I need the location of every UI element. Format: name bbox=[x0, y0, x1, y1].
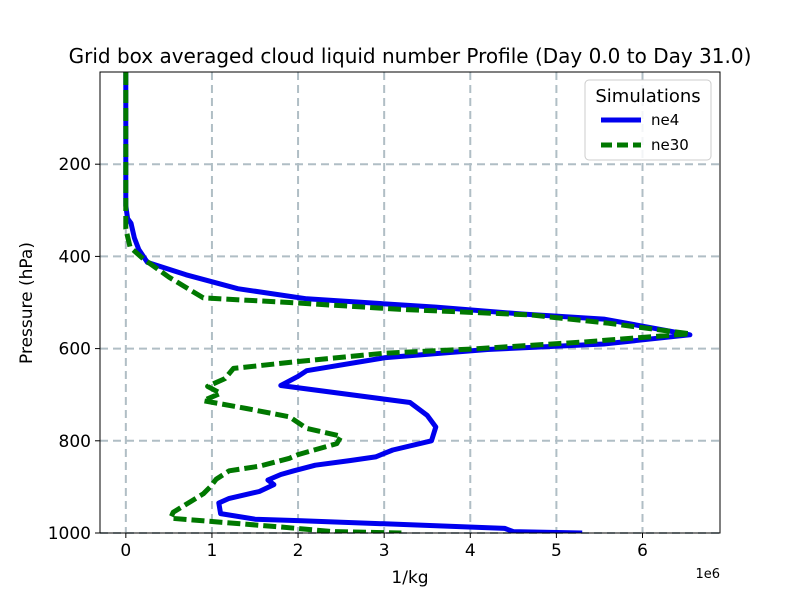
legend-title: Simulations bbox=[595, 86, 700, 107]
y-tick-label: 1000 bbox=[48, 524, 91, 544]
legend-label-ne30: ne30 bbox=[651, 136, 689, 154]
chart-title: Grid box averaged cloud liquid number Pr… bbox=[69, 44, 752, 68]
y-tick-label: 600 bbox=[59, 340, 91, 360]
x-tick-label: 0 bbox=[120, 541, 131, 561]
x-tick-label: 1 bbox=[207, 541, 218, 561]
series-line-ne4 bbox=[123, 72, 693, 533]
y-tick-label: 400 bbox=[59, 247, 91, 267]
x-tick-label: 3 bbox=[379, 541, 390, 561]
series-lines bbox=[123, 72, 693, 533]
legend: Simulations ne4 ne30 bbox=[584, 79, 712, 161]
x-tick-label: 4 bbox=[465, 541, 476, 561]
x-axis-label: 1/kg bbox=[391, 568, 428, 588]
legend-box bbox=[584, 79, 712, 161]
x-tick-label: 5 bbox=[551, 541, 562, 561]
plot-frame bbox=[99, 71, 721, 534]
legend-label-ne4: ne4 bbox=[651, 111, 679, 129]
y-tick-label: 200 bbox=[59, 155, 91, 175]
x-tick-label: 2 bbox=[293, 541, 304, 561]
x-tick-label: 6 bbox=[637, 541, 648, 561]
y-tick-label: 800 bbox=[59, 432, 91, 452]
x-axis-offset-label: 1e6 bbox=[695, 567, 720, 582]
axis-ticks: 0 1 2 3 4 5 6 200 400 600 800 1000 bbox=[48, 155, 648, 561]
y-axis-label: Pressure (hPa) bbox=[17, 242, 37, 364]
series-line-ne30 bbox=[123, 72, 693, 533]
